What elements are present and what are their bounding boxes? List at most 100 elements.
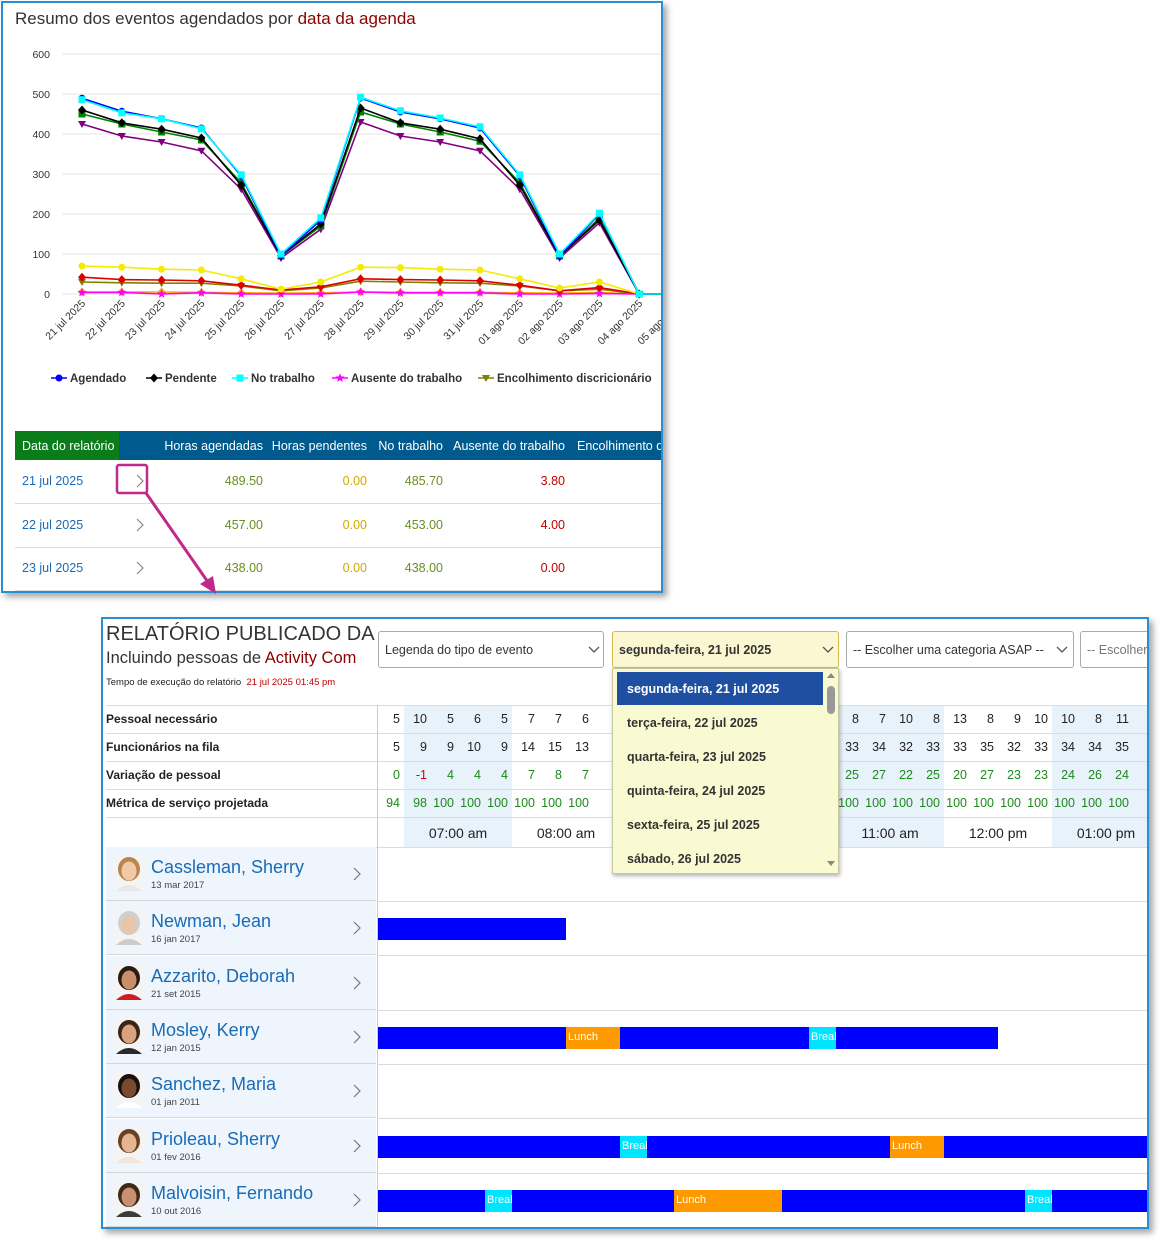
marker [396, 133, 405, 140]
event-label: Lunch [676, 1193, 706, 1206]
series-line [81, 120, 661, 295]
chevron [353, 1030, 361, 1044]
other-select[interactable]: -- Escolher [1080, 631, 1147, 668]
metric-value: 5 [501, 712, 508, 726]
hour-label: 11:00 am [861, 825, 919, 841]
x-tick-label: 27 jul 2025 [282, 298, 327, 343]
event-type-select[interactable]: Legenda do tipo de evento [378, 631, 604, 668]
table-row: 21 jul 2025 489.50 0.00 485.70 3.80 [15, 460, 661, 504]
metric-value: 24 [1061, 768, 1075, 782]
scroll-up [827, 673, 835, 678]
person-expand[interactable] [352, 921, 362, 935]
marker [196, 288, 206, 297]
marker [197, 266, 205, 274]
column-header: No trabalho [378, 439, 443, 453]
date-option[interactable]: sábado, 26 jul 2025 [627, 852, 741, 866]
table-cell: 3.80 [540, 474, 565, 488]
metric-value: 4 [447, 768, 454, 782]
metric-value: 13 [575, 740, 589, 754]
select-text: Legenda do tipo de evento [385, 643, 534, 657]
metric-value: 100 [1081, 796, 1102, 810]
event-label: Lunch [892, 1139, 922, 1152]
schedule-grid: Pessoal necessário 5 10 5 6 5 7 7 6 8 7 10 8 13 8 9 10 10… [103, 619, 1147, 1227]
marker [117, 118, 126, 128]
date-select[interactable]: segunda-feira, 21 jul 2025 [612, 631, 839, 668]
marker [436, 139, 445, 146]
row-line [377, 1118, 1147, 1120]
row-expand[interactable] [135, 474, 145, 488]
series-line [81, 106, 661, 295]
row-line [377, 1009, 1147, 1011]
table-cell: 21 jul 2025 [22, 474, 84, 488]
date-option[interactable]: sexta-feira, 25 jul 2025 [627, 818, 760, 832]
person-row: Malvoisin, Fernando 10 out 2016 [106, 1172, 376, 1227]
date-option[interactable]: segunda-feira, 21 jul 2025 [617, 672, 823, 705]
metric-value: 100 [946, 796, 967, 810]
avatar-face [121, 861, 137, 881]
person-date: 10 out 2016 [151, 1205, 202, 1217]
person-expand[interactable] [352, 1030, 362, 1044]
marker [77, 287, 87, 297]
chevron [136, 474, 144, 488]
metric-value: 9 [447, 740, 454, 754]
select-text: segunda-feira, 21 jul 2025 [619, 643, 772, 657]
subtitle-highlight: Activity Com [264, 649, 357, 667]
person-name: Mosley, Kerry [151, 1019, 260, 1040]
date-option[interactable]: quarta-feira, 23 jul 2025 [627, 750, 766, 764]
table-cell: 453.00 [404, 517, 443, 532]
person-expand[interactable] [352, 1193, 362, 1207]
column-header: Ausente do trabalho [453, 439, 565, 453]
scroll-thumb [827, 686, 835, 714]
table-cell: 0.00 [540, 561, 565, 575]
event-bar [378, 1026, 998, 1049]
runtime-value: 21 jul 2025 01:45 pm [246, 677, 336, 688]
person-expand[interactable] [352, 867, 362, 881]
date-option[interactable]: quinta-feira, 24 jul 2025 [627, 784, 766, 798]
metric-value: 7 [528, 768, 535, 782]
metric-value: 98 [413, 796, 427, 810]
metric-value: 4 [501, 768, 508, 782]
marker [356, 274, 365, 284]
marker [436, 265, 444, 273]
x-tick-label: 25 jul 2025 [202, 298, 247, 343]
avatar-face [121, 915, 137, 935]
table-cell: 0.00 [342, 561, 367, 575]
marker [396, 264, 404, 272]
metric-value: 6 [582, 712, 589, 726]
person-row: Newman, Jean 16 jan 2017 [106, 901, 376, 956]
metric-value: 0 [393, 768, 400, 782]
marker [515, 280, 524, 290]
person-row: Sanchez, Maria 01 jan 2011 [106, 1064, 376, 1119]
marker [396, 275, 405, 285]
series-line [81, 265, 661, 295]
avatar [113, 1072, 145, 1109]
chevron [353, 976, 361, 990]
person-expand[interactable] [352, 976, 362, 990]
event-bar [378, 918, 566, 941]
person-expand[interactable] [352, 1139, 362, 1153]
avatar-body [116, 993, 142, 1000]
date-option[interactable]: terça-feira, 22 jul 2025 [627, 716, 758, 730]
metric-value: 20 [953, 768, 967, 782]
metric-value: 32 [1007, 740, 1021, 754]
metric-value: 100 [514, 796, 535, 810]
event-bar: Break [620, 1135, 647, 1158]
row-expand[interactable] [135, 518, 145, 532]
metric-value: 34 [1088, 740, 1102, 754]
metric-value: 100 [568, 796, 589, 810]
event-label: Lunch [568, 1030, 598, 1043]
marker [78, 272, 86, 282]
row-expand[interactable] [135, 561, 145, 575]
metric-value: 100 [1027, 796, 1048, 810]
y-tick-label: 0 [44, 289, 50, 301]
metric-value: 9 [501, 740, 508, 754]
marker [476, 123, 484, 131]
avatar-face [121, 1024, 137, 1044]
legend-label: Pendente [165, 373, 217, 385]
metric-value: 4 [474, 768, 481, 782]
metric-value: 11 [1116, 712, 1129, 726]
asap-category-select[interactable]: -- Escolher uma categoria ASAP -- [846, 631, 1074, 668]
person-expand[interactable] [352, 1084, 362, 1098]
series-line [81, 291, 661, 295]
